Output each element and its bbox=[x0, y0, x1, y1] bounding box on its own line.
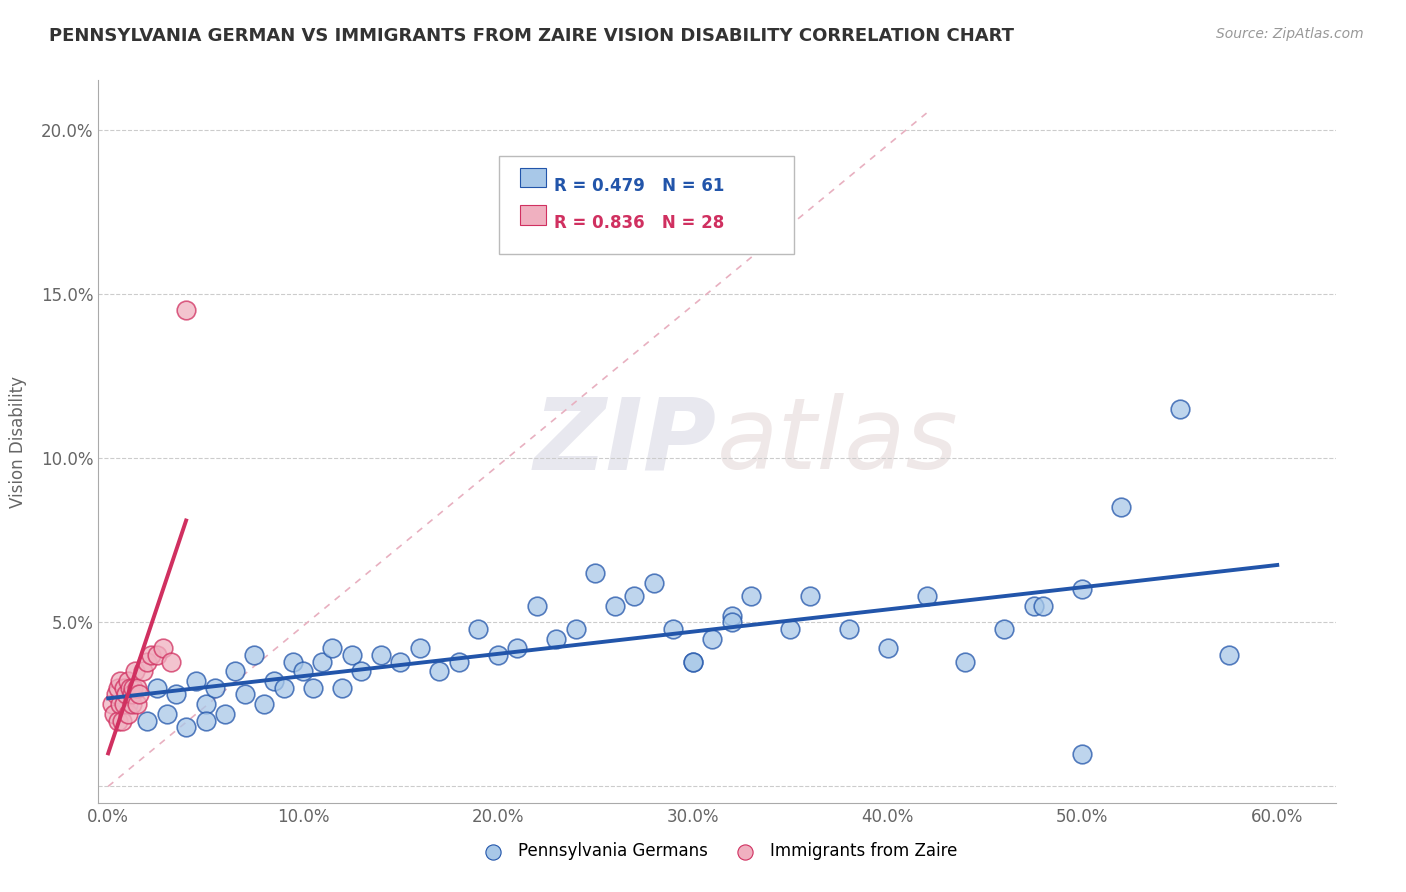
Point bbox=[682, 655, 704, 669]
Point bbox=[174, 720, 197, 734]
Point bbox=[643, 575, 665, 590]
Legend: Pennsylvania Germans, Immigrants from Zaire: Pennsylvania Germans, Immigrants from Za… bbox=[470, 836, 965, 867]
Point bbox=[702, 632, 724, 646]
Point bbox=[194, 714, 217, 728]
Point bbox=[107, 714, 129, 728]
Point bbox=[114, 687, 136, 701]
Point bbox=[152, 641, 174, 656]
Point bbox=[121, 687, 143, 701]
Point bbox=[506, 641, 529, 656]
Point bbox=[321, 641, 343, 656]
Point bbox=[136, 714, 159, 728]
Point bbox=[139, 648, 162, 662]
Point bbox=[214, 707, 236, 722]
Point bbox=[486, 648, 509, 662]
Text: ZIP: ZIP bbox=[534, 393, 717, 490]
Point bbox=[565, 622, 588, 636]
Point bbox=[128, 687, 150, 701]
Point bbox=[838, 622, 860, 636]
Point bbox=[224, 665, 246, 679]
Point bbox=[165, 687, 187, 701]
Point bbox=[955, 655, 977, 669]
Text: R = 0.479   N = 61: R = 0.479 N = 61 bbox=[554, 177, 724, 194]
Point bbox=[174, 303, 197, 318]
Point bbox=[1111, 500, 1133, 515]
Text: R = 0.836   N = 28: R = 0.836 N = 28 bbox=[554, 214, 724, 232]
Point bbox=[915, 589, 938, 603]
Point bbox=[876, 641, 898, 656]
Point bbox=[779, 622, 801, 636]
Point bbox=[146, 648, 169, 662]
Point bbox=[389, 655, 412, 669]
Point bbox=[117, 707, 139, 722]
Point bbox=[112, 698, 135, 712]
Point bbox=[623, 589, 645, 603]
Point bbox=[301, 681, 323, 695]
Point bbox=[350, 665, 373, 679]
Point bbox=[429, 665, 451, 679]
Point bbox=[1071, 582, 1094, 597]
Point bbox=[104, 687, 127, 701]
Point bbox=[546, 632, 568, 646]
Point bbox=[112, 681, 135, 695]
Point bbox=[720, 615, 742, 630]
Point bbox=[146, 681, 169, 695]
Point bbox=[108, 698, 131, 712]
Point bbox=[184, 674, 207, 689]
Point bbox=[283, 655, 305, 669]
Point bbox=[340, 648, 363, 662]
Text: PENNSYLVANIA GERMAN VS IMMIGRANTS FROM ZAIRE VISION DISABILITY CORRELATION CHART: PENNSYLVANIA GERMAN VS IMMIGRANTS FROM Z… bbox=[49, 27, 1014, 45]
Point bbox=[1071, 747, 1094, 761]
Point bbox=[682, 655, 704, 669]
Point bbox=[127, 698, 149, 712]
Y-axis label: Vision Disability: Vision Disability bbox=[10, 376, 27, 508]
Point bbox=[233, 687, 256, 701]
Point bbox=[330, 681, 353, 695]
Point bbox=[263, 674, 285, 689]
Point bbox=[204, 681, 226, 695]
Point bbox=[1168, 401, 1191, 416]
Point bbox=[132, 665, 155, 679]
Point bbox=[292, 665, 315, 679]
Point bbox=[799, 589, 821, 603]
Point bbox=[1218, 648, 1240, 662]
Point bbox=[447, 655, 470, 669]
Point bbox=[740, 589, 762, 603]
Point bbox=[1022, 599, 1045, 613]
Point bbox=[124, 665, 146, 679]
Point bbox=[1032, 599, 1054, 613]
Point bbox=[118, 681, 141, 695]
Point bbox=[603, 599, 626, 613]
Point bbox=[526, 599, 548, 613]
Point bbox=[467, 622, 489, 636]
Point bbox=[136, 655, 159, 669]
Point bbox=[159, 655, 181, 669]
Point bbox=[273, 681, 295, 695]
Point bbox=[583, 566, 606, 580]
Text: atlas: atlas bbox=[717, 393, 959, 490]
Point bbox=[243, 648, 266, 662]
Point bbox=[370, 648, 392, 662]
Point bbox=[111, 714, 134, 728]
Point bbox=[253, 698, 276, 712]
Text: Source: ZipAtlas.com: Source: ZipAtlas.com bbox=[1216, 27, 1364, 41]
Point bbox=[117, 674, 139, 689]
Point bbox=[107, 681, 129, 695]
Point bbox=[311, 655, 333, 669]
Point bbox=[121, 698, 143, 712]
Point bbox=[103, 707, 125, 722]
Point bbox=[117, 698, 139, 712]
Point bbox=[194, 698, 217, 712]
Point bbox=[122, 681, 145, 695]
Point bbox=[156, 707, 179, 722]
Point bbox=[409, 641, 432, 656]
Point bbox=[720, 608, 742, 623]
Point bbox=[101, 698, 124, 712]
Point bbox=[108, 674, 131, 689]
Point bbox=[993, 622, 1015, 636]
Point bbox=[662, 622, 685, 636]
Point bbox=[127, 681, 149, 695]
